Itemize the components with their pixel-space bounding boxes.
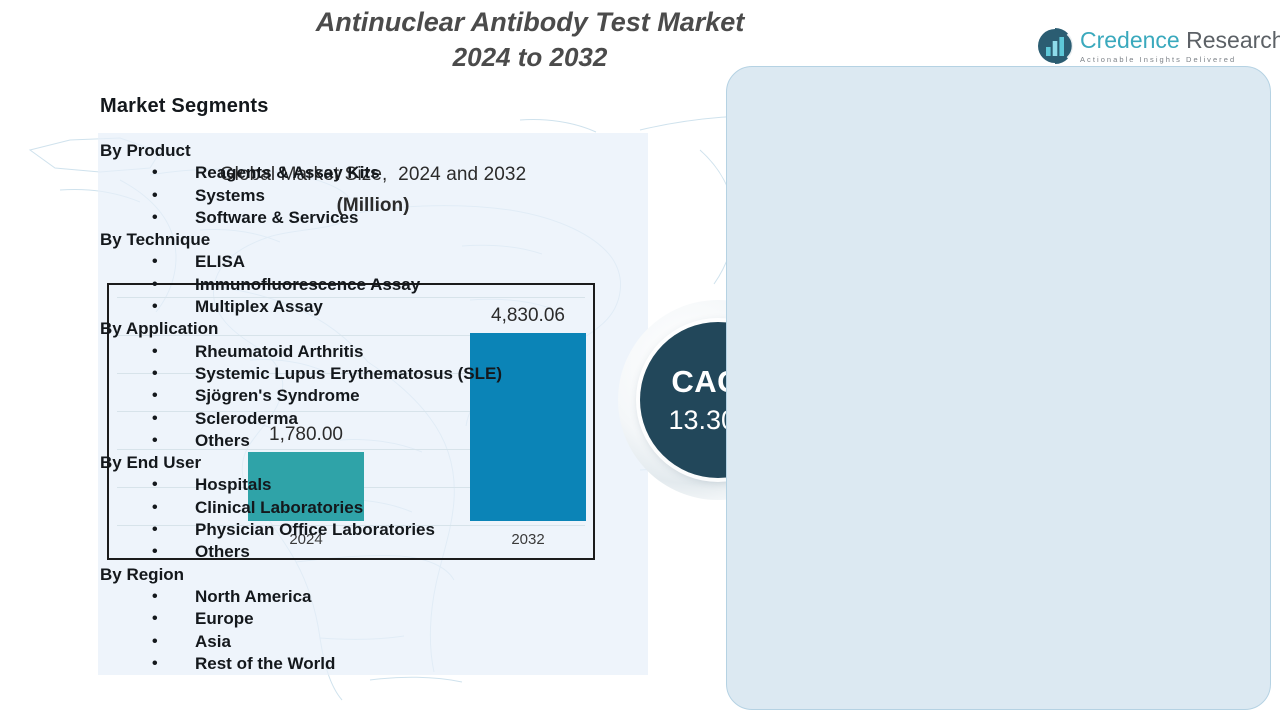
bar-2024 xyxy=(248,452,364,521)
market-segments-title: Market Segments xyxy=(100,95,269,117)
page-title-line1: Antinuclear Antibody Test Market xyxy=(315,7,745,37)
bar-chart-circle-icon xyxy=(1038,28,1073,64)
bar-2032 xyxy=(470,333,586,521)
bullet-icon: • xyxy=(152,364,158,382)
segment-item-label: Multiplex Assay xyxy=(195,297,323,317)
segment-item-label: Hospitals xyxy=(195,475,272,495)
segment-list-item: • Multiplex Assay xyxy=(100,296,570,318)
segment-list-item: • Clinical Laboratories xyxy=(100,497,570,519)
chart-gridline xyxy=(117,335,585,336)
logo-tagline: Actionable Insights Delivered xyxy=(1080,54,1237,64)
bar-chart: 1,780.00 2024 4,830.06 2032 xyxy=(107,283,595,560)
category-label-2032: 2032 xyxy=(511,531,545,548)
segment-item-label: Rest of the World xyxy=(195,653,336,673)
segment-item-label: Clinical Laboratories xyxy=(195,497,364,517)
segment-list-item: • Physician Office Laboratories xyxy=(100,519,570,541)
segment-list-item: • Systemic Lupus Erythematosus (SLE) xyxy=(100,363,570,385)
bullet-icon: • xyxy=(152,208,158,226)
logo-wordmark: Credence Research xyxy=(1080,26,1280,53)
bullet-icon: • xyxy=(152,409,158,427)
segment-list-item: • Immunofluorescence Assay xyxy=(100,274,570,296)
segment-group-heading: By Technique xyxy=(100,230,211,250)
market-segments-list: By Product • Reagents & Assay Kits • Systems… xyxy=(100,140,570,675)
segment-group-heading: By Region xyxy=(100,564,185,584)
segment-group-heading: By End User xyxy=(100,453,202,473)
segment-item-label: Asia xyxy=(195,631,231,651)
chart-heading-line1: Global Market Size, 2024 and 2032 xyxy=(219,164,527,185)
bullet-icon: • xyxy=(152,587,158,605)
page-title-line2: 2024 to 2032 xyxy=(452,42,608,72)
segment-list-item: • Asia xyxy=(100,631,570,653)
logo-text: Credence Research Actionable Insights De… xyxy=(1080,26,1280,64)
segment-item-label: Sjögren's Syndrome xyxy=(195,386,360,406)
bullet-icon: • xyxy=(152,610,158,628)
segment-item-label: North America xyxy=(195,586,312,606)
bullet-icon: • xyxy=(152,298,158,316)
page-title: Antinuclear Antibody Test Market 2024 to… xyxy=(200,4,860,74)
segment-item-label: Software & Services xyxy=(195,207,359,227)
bullet-icon: • xyxy=(152,476,158,494)
chart-gridline xyxy=(117,297,585,298)
bullet-icon: • xyxy=(152,275,158,293)
bullet-icon: • xyxy=(152,543,158,561)
logo-word-research: Research xyxy=(1179,26,1280,53)
segment-item-label: ELISA xyxy=(195,252,246,272)
chart-gridline xyxy=(117,373,585,374)
segment-list-item: • Rheumatoid Arthritis xyxy=(100,341,570,363)
segment-list-item: • Others xyxy=(100,430,570,452)
bullet-icon: • xyxy=(152,632,158,650)
market-segments-panel xyxy=(726,66,1271,710)
segment-list-item: • Europe xyxy=(100,608,570,630)
segment-item-label: Physician Office Laboratories xyxy=(195,520,435,540)
segment-item-label: Rheumatoid Arthritis xyxy=(195,341,364,361)
bullet-icon: • xyxy=(152,186,158,204)
segment-list-item: • North America xyxy=(100,586,570,608)
segment-list-item: • Software & Services xyxy=(100,207,570,229)
bar-value-label-2024: 1,780.00 xyxy=(269,424,343,445)
chart-heading-unit: (Million) xyxy=(336,195,410,216)
segment-item-label: Scleroderma xyxy=(195,408,298,428)
bar-chart-plot-area: 1,780.00 2024 4,830.06 2032 xyxy=(109,285,593,558)
segment-item-label: Reagents & Assay Kits xyxy=(195,163,380,183)
segment-item-label: Immunofluorescence Assay xyxy=(195,274,421,294)
chart-gridline xyxy=(117,449,585,450)
logo-word-credence: Credence xyxy=(1080,26,1180,53)
segment-list-item: • ELISA xyxy=(100,251,570,273)
segment-item-label: Others xyxy=(195,430,250,450)
bullet-icon: • xyxy=(152,521,158,539)
segment-list-item: • Systems xyxy=(100,185,570,207)
category-label-2024: 2024 xyxy=(289,531,323,548)
bullet-icon: • xyxy=(152,498,158,516)
segment-group-heading: By Product xyxy=(100,141,191,160)
chart-heading: Global Market Size, 2024 and 2032 (Milli… xyxy=(98,164,648,217)
bullet-icon: • xyxy=(152,387,158,405)
bullet-icon: • xyxy=(152,164,158,182)
segment-item-label: Europe xyxy=(195,609,254,629)
segment-item-label: Systems xyxy=(195,185,265,205)
bar-value-label-2032: 4,830.06 xyxy=(491,305,565,326)
segment-item-label: Systemic Lupus Erythematosus (SLE) xyxy=(195,363,503,383)
segment-list-item: • Sjögren's Syndrome xyxy=(100,385,570,407)
chart-gridline xyxy=(117,525,585,526)
chart-gridline xyxy=(117,411,585,412)
credence-research-logo[interactable]: Credence Research Actionable Insights De… xyxy=(1037,28,1280,64)
bullet-icon: • xyxy=(152,253,158,271)
segment-list-item: • Rest of the World xyxy=(100,653,570,675)
bullet-icon: • xyxy=(152,342,158,360)
bullet-icon: • xyxy=(152,431,158,449)
segment-list-item: • Reagents & Assay Kits xyxy=(100,162,570,184)
segment-group-heading: By Application xyxy=(100,319,219,339)
segment-list-item: • Others xyxy=(100,541,570,563)
segment-item-label: Others xyxy=(195,542,250,562)
bullet-icon: • xyxy=(152,654,158,672)
segment-list-item: • Scleroderma xyxy=(100,408,570,430)
segment-list-item: • Hospitals xyxy=(100,474,570,496)
